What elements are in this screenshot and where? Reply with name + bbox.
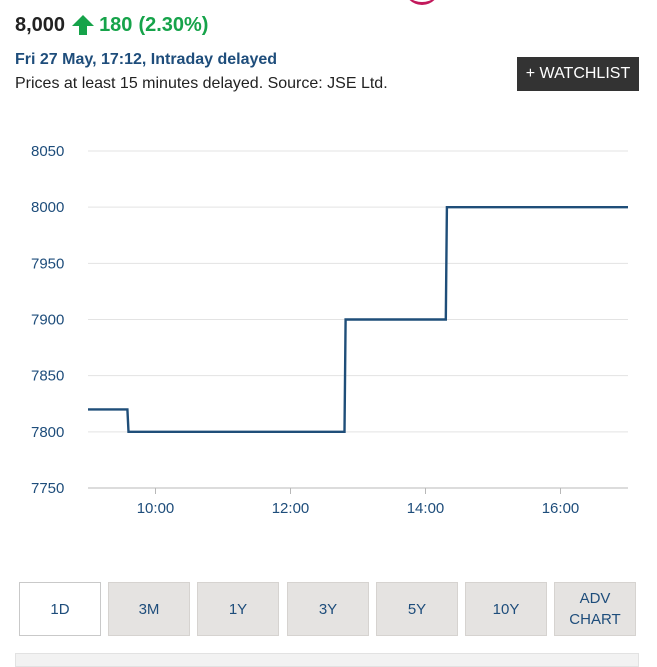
brand-logo-fragment — [404, 0, 440, 5]
y-tick-label: 7750 — [31, 480, 64, 497]
y-tick-label: 7900 — [31, 312, 64, 329]
x-tick-label: 12:00 — [272, 500, 310, 517]
price-chart: 8050 8000 7950 7900 7850 7800 7750 10:00 12:00 1… — [31, 143, 628, 517]
range-button-3m[interactable]: 3M — [108, 582, 190, 636]
quote-header: 8,000 180 (2.30%) — [15, 11, 208, 39]
add-to-watchlist-button[interactable]: + WATCHLIST — [517, 57, 639, 91]
y-tick-label: 8050 — [31, 143, 64, 160]
range-button-1y[interactable]: 1Y — [197, 582, 279, 636]
x-tick-label: 16:00 — [542, 500, 580, 517]
price-series-line — [88, 205, 628, 433]
y-tick-label: 7850 — [31, 368, 64, 385]
advanced-chart-button[interactable]: ADV CHART — [554, 582, 636, 636]
y-tick-label: 7800 — [31, 424, 64, 441]
last-price: 8,000 — [15, 13, 66, 36]
price-change-percent: (2.30%) — [138, 13, 209, 36]
price-change: 180 — [99, 13, 133, 36]
quote-timestamp: Fri 27 May, 17:12, Intraday delayed — [15, 51, 278, 68]
range-button-1d[interactable]: 1D — [19, 582, 101, 636]
y-tick-label: 8000 — [31, 199, 64, 216]
range-button-5y[interactable]: 5Y — [376, 582, 458, 636]
x-tick-label: 14:00 — [407, 500, 445, 517]
range-button-3y[interactable]: 3Y — [287, 582, 369, 636]
delay-note: Prices at least 15 minutes delayed. Sour… — [15, 75, 388, 92]
arrow-up-icon — [72, 15, 95, 35]
range-button-10y[interactable]: 10Y — [465, 582, 547, 636]
x-tick-label: 10:00 — [137, 500, 175, 517]
y-tick-label: 7950 — [31, 255, 64, 272]
